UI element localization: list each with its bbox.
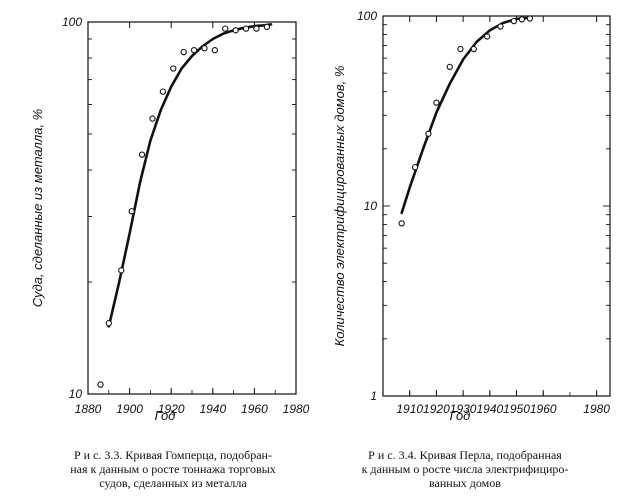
caption-right: Р и с. 3.4. Кривая Перла, подобранная к …	[320, 448, 610, 490]
caption-right-line-2: к данным о росте числа электрифициро-	[361, 462, 569, 476]
x-tick-label: 1930	[450, 402, 477, 416]
data-point	[526, 15, 534, 22]
x-axis-title: Год	[155, 408, 176, 423]
chart-pearl: 1910 1920 1930 1940 1950 1960 1980 1 10 100 Год Кол…	[332, 9, 611, 423]
data-point	[128, 208, 135, 215]
y-tick-label: 1	[370, 389, 377, 403]
caption-left: Р и с. 3.3. Кривая Гомперца, подобран- н…	[28, 448, 318, 490]
y-tick-label: 100	[62, 15, 82, 29]
data-point	[118, 267, 125, 274]
x-tick-label: 1950	[503, 402, 530, 416]
data-point	[159, 88, 167, 95]
data-point	[253, 25, 260, 32]
data-point	[149, 115, 156, 122]
x-tick-label: 1910	[396, 402, 423, 416]
x-tick-label: 1920	[423, 402, 450, 416]
x-tick-label: 1880	[75, 402, 102, 416]
data-point	[425, 130, 432, 137]
data-point	[201, 45, 208, 52]
x-tick-label: 1940	[476, 402, 503, 416]
x-tick-label: 1940	[199, 402, 226, 416]
data-point	[510, 17, 518, 25]
data-point	[470, 45, 477, 53]
data-point	[222, 25, 229, 32]
x-tick-label: 1980	[583, 402, 610, 416]
data-point	[484, 33, 491, 40]
plot-frame	[87, 21, 297, 395]
caption-left-line-1: Р и с. 3.3. Кривая Гомперца, подобран-	[74, 448, 272, 462]
x-tick-label: 1960	[530, 402, 557, 416]
x-tick-label: 1960	[241, 402, 268, 416]
data-point	[180, 48, 187, 56]
data-point	[170, 65, 177, 72]
data-point	[232, 27, 239, 34]
caption-left-line-3: судов, сделанных из металла	[99, 476, 247, 490]
fitted-curve	[400, 16, 532, 215]
data-point	[398, 220, 405, 227]
data-point	[242, 25, 250, 32]
caption-right-line-3: ванных домов	[429, 476, 501, 490]
caption-left-line-2: ная к данным о росте тоннажа торговых	[70, 462, 276, 476]
data-point	[457, 45, 464, 53]
caption-right-line-1: Р и с. 3.4. Кривая Перла, подобранная	[368, 448, 562, 462]
data-point	[211, 47, 219, 54]
y-tick-label: 100	[357, 9, 377, 23]
data-point	[518, 16, 526, 23]
data-point	[97, 381, 104, 388]
x-tick-label: 1980	[283, 402, 310, 416]
data-point	[190, 47, 198, 54]
y-axis-title: Суда, сделанные из металла, %	[30, 109, 45, 307]
fitted-curve	[107, 23, 273, 328]
data-point	[497, 23, 504, 30]
y-tick-label: 10	[69, 387, 83, 401]
x-tick-label: 1900	[116, 402, 143, 416]
data-point	[433, 99, 440, 106]
data-point	[411, 164, 419, 171]
x-axis-title: Год	[450, 408, 471, 423]
data-point	[263, 23, 271, 31]
plot-frame	[382, 15, 611, 397]
y-axis-title: Количество электрифицированных домов, %	[332, 66, 347, 347]
data-point	[105, 320, 112, 327]
y-tick-label: 10	[364, 199, 378, 213]
data-point	[446, 63, 453, 70]
chart-gompertz: 1880 1900 1920 1940 1960 1980 10 100 Год Суда, сд…	[30, 15, 310, 423]
data-point	[138, 151, 146, 158]
x-tick-label: 1920	[158, 402, 185, 416]
